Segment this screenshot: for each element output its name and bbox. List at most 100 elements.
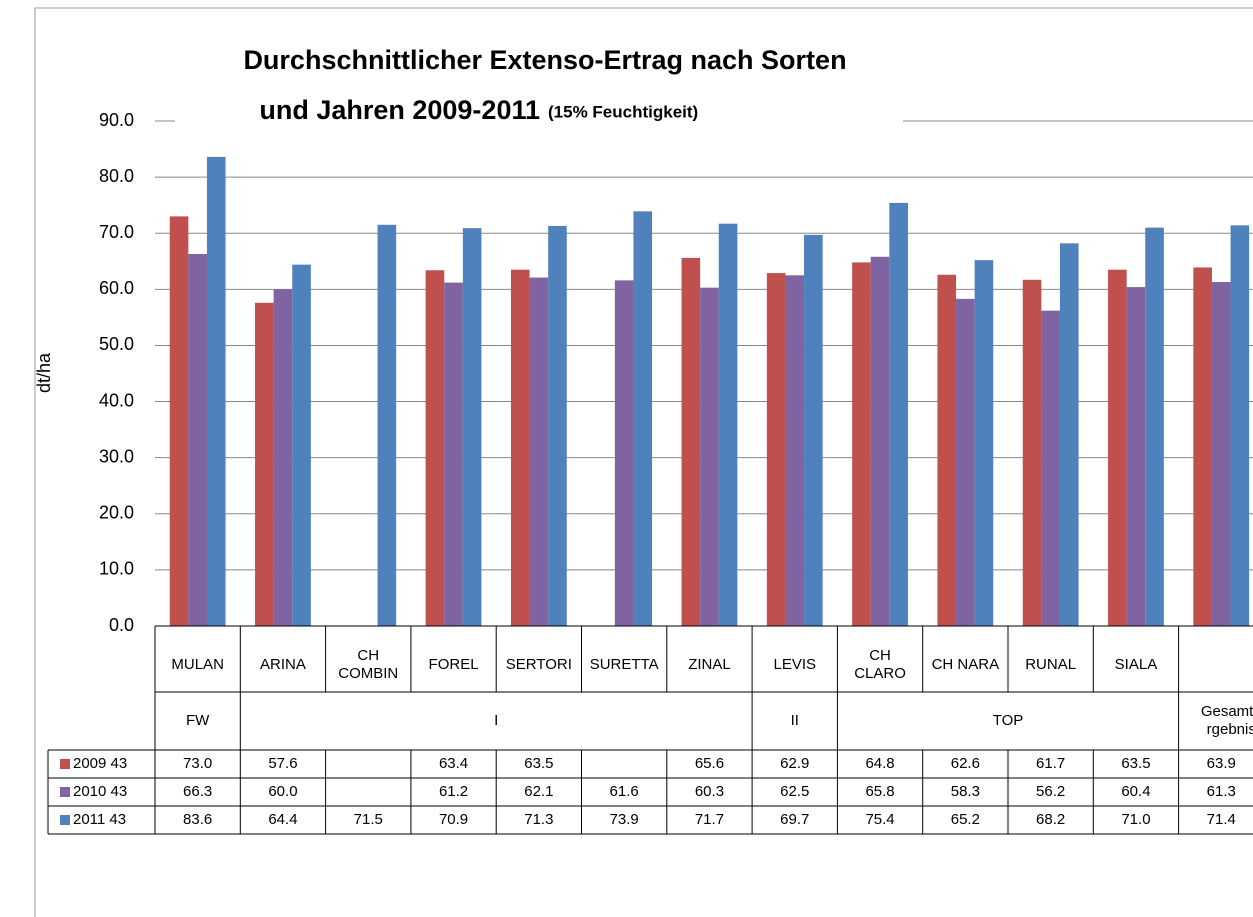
chart-title: und Jahren 2009-2011	[259, 95, 540, 125]
table-value: 63.4	[439, 755, 468, 772]
group-label: Gesamtergebnis	[1201, 703, 1253, 738]
bar	[377, 224, 397, 627]
legend-swatch	[60, 759, 70, 769]
table-value: 61.6	[610, 783, 639, 800]
table-value: 62.1	[524, 783, 553, 800]
y-axis-label: dt/ha	[34, 352, 54, 393]
x-tick-label: ZINAL	[688, 656, 731, 673]
legend-label: 2009 43	[73, 755, 127, 772]
bar	[1108, 269, 1127, 626]
bar	[188, 253, 207, 626]
table-value: 71.3	[524, 811, 553, 828]
chart-border	[34, 7, 1253, 917]
table-value: 60.3	[695, 783, 724, 800]
legend-label: 2010 43	[73, 783, 127, 800]
table-value: 60.0	[268, 783, 297, 800]
table-value: 63.5	[1121, 755, 1150, 772]
bar	[444, 282, 463, 626]
table-value: 73.0	[183, 755, 212, 772]
x-tick-label: FOREL	[429, 656, 479, 673]
x-tick-label: SERTORI	[506, 656, 572, 673]
table-value: 66.3	[183, 783, 212, 800]
bar	[766, 273, 786, 626]
bar	[718, 223, 738, 626]
x-tick-label: RUNAL	[1025, 656, 1076, 673]
bar	[1193, 267, 1212, 626]
chart-subtitle: (15% Feuchtigkeit)	[548, 102, 698, 121]
bar	[206, 156, 226, 626]
table-value: 61.7	[1036, 755, 1065, 772]
table-value: 62.5	[780, 783, 809, 800]
legend-swatch	[60, 787, 70, 797]
y-tick-label: 50.0	[99, 334, 134, 354]
x-tick-label: CH COMBIN	[338, 647, 398, 682]
y-tick-label: 70.0	[99, 222, 134, 242]
bar	[169, 216, 189, 626]
table-value: 61.3	[1207, 783, 1236, 800]
bar	[1022, 279, 1042, 626]
bar	[1059, 243, 1079, 627]
table-value: 73.9	[610, 811, 639, 828]
x-tick-label: CH CLARO	[854, 647, 906, 682]
x-tick-label: SIALA	[1115, 656, 1158, 673]
table-value: 62.9	[780, 755, 809, 772]
table-value: 64.4	[268, 811, 297, 828]
bar	[462, 228, 482, 626]
table-value: 65.8	[865, 783, 894, 800]
bar	[510, 269, 530, 626]
table-value: 64.8	[865, 755, 894, 772]
bar	[1211, 282, 1231, 626]
group-label: TOP	[993, 712, 1024, 729]
bar	[889, 202, 908, 626]
bar	[292, 264, 311, 626]
y-tick-label: 40.0	[99, 390, 134, 410]
table-value: 65.2	[951, 811, 980, 828]
bar	[700, 287, 719, 626]
table-value: 83.6	[183, 811, 212, 828]
bar	[937, 274, 957, 626]
table-value: 70.9	[439, 811, 468, 828]
bar	[529, 277, 549, 626]
bar	[425, 270, 445, 626]
legend-swatch	[60, 815, 70, 825]
table-value: 71.5	[354, 811, 383, 828]
x-tick-label: SURETTA	[590, 656, 659, 673]
table-value: 71.7	[695, 811, 724, 828]
bar	[1126, 287, 1146, 626]
bar	[785, 275, 805, 626]
x-tick-label: ARINA	[260, 656, 306, 673]
y-tick-label: 90.0	[99, 110, 134, 130]
group-label: FW	[186, 712, 210, 729]
bar	[548, 225, 567, 626]
y-tick-label: 30.0	[99, 446, 134, 466]
table-value: 63.9	[1207, 755, 1236, 772]
y-tick-label: 60.0	[99, 278, 134, 298]
table-value: 75.4	[865, 811, 894, 828]
x-tick-label: LEVIS	[773, 656, 816, 673]
table-value: 63.5	[524, 755, 553, 772]
table-value: 65.6	[695, 755, 724, 772]
table-value: 61.2	[439, 783, 468, 800]
y-tick-label: 10.0	[99, 559, 134, 579]
x-tick-label: CH NARA	[932, 656, 1000, 673]
x-tick-label: MULAN	[171, 656, 224, 673]
legend-label: 2011 43	[73, 811, 126, 828]
group-label: II	[791, 712, 799, 729]
bar	[633, 211, 653, 627]
bar	[852, 262, 871, 626]
table-value: 69.7	[780, 811, 809, 828]
chart-title: Durchschnittlicher Extenso-Ertrag nach S…	[243, 45, 846, 75]
table-value: 68.2	[1036, 811, 1065, 828]
table-value: 71.4	[1207, 811, 1236, 828]
bar	[870, 256, 890, 626]
table-value: 71.0	[1121, 811, 1150, 828]
bar	[1145, 227, 1164, 626]
y-tick-label: 20.0	[99, 503, 134, 523]
bar	[614, 280, 634, 626]
bar	[956, 298, 975, 626]
bar	[255, 302, 274, 626]
table-value: 58.3	[951, 783, 980, 800]
bar	[974, 260, 994, 626]
